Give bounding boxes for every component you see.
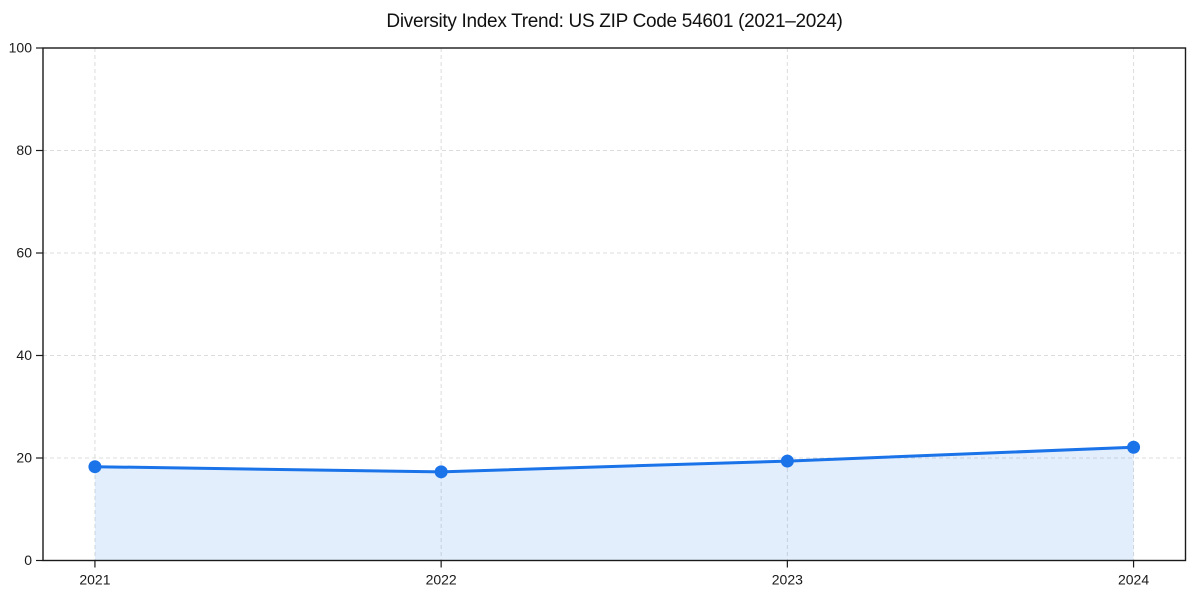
plot-border	[42, 47, 1187, 562]
y-tick-label-60: 60	[16, 245, 32, 261]
y-tick-label-100: 100	[9, 40, 33, 56]
x-tick-label-2023: 2023	[772, 572, 803, 588]
x-tick-label-2024: 2024	[1118, 572, 1149, 588]
data-point-2021	[88, 460, 102, 474]
data-point-2024	[1127, 440, 1141, 454]
data-point-2022	[434, 465, 448, 479]
chart-title: Diversity Index Trend: US ZIP Code 54601…	[386, 11, 843, 32]
trend-area	[94, 447, 1134, 561]
data-point-2023	[780, 454, 794, 468]
x-tick-label-2021: 2021	[79, 572, 110, 588]
y-tick-label-0: 0	[24, 552, 32, 568]
y-tick-label-40: 40	[16, 347, 32, 363]
x-tick-label-2022: 2022	[426, 572, 457, 588]
y-tick-label-80: 80	[16, 142, 32, 158]
trend-line	[93, 445, 1136, 474]
y-tick-label-20: 20	[16, 450, 32, 466]
